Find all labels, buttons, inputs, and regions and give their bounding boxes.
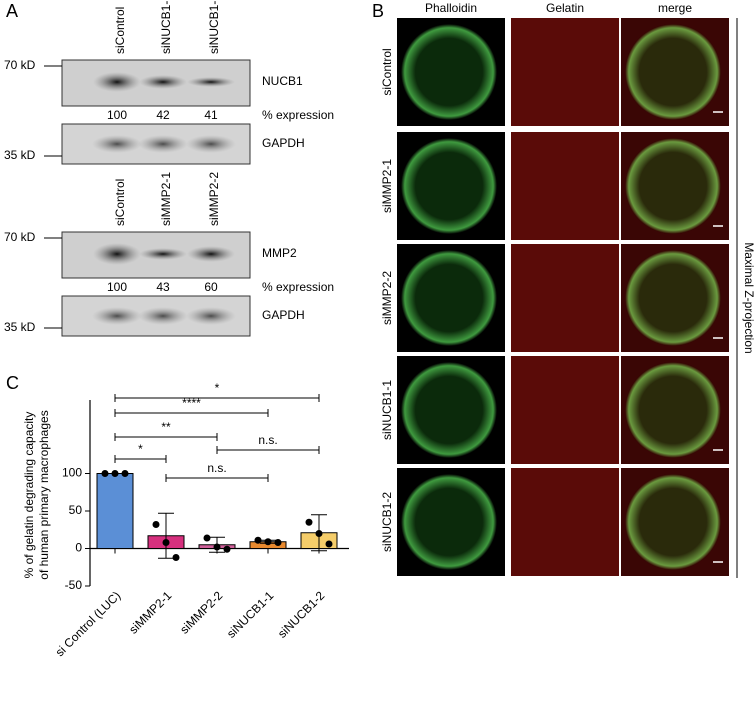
image bbox=[511, 468, 619, 576]
panel-label: A bbox=[6, 1, 18, 21]
band bbox=[92, 307, 142, 325]
expression: 60 bbox=[204, 280, 218, 294]
expression: 100 bbox=[107, 108, 127, 122]
cell bbox=[625, 24, 721, 120]
expression-label: % expression bbox=[262, 108, 334, 122]
band bbox=[138, 307, 188, 325]
lane-label: siNUCB1-2 bbox=[207, 0, 221, 54]
x-tick-label: siMMP2-1 bbox=[126, 588, 174, 636]
band bbox=[138, 135, 188, 153]
lane-label: siControl bbox=[113, 179, 127, 226]
data-point bbox=[213, 543, 221, 551]
significance-label: * bbox=[138, 442, 143, 456]
data-point bbox=[172, 554, 180, 561]
marker: 35 kD bbox=[4, 148, 36, 162]
row-label: siNUCB1-1 bbox=[380, 380, 394, 440]
cell bbox=[625, 474, 721, 570]
band-label: GAPDH bbox=[262, 136, 305, 150]
data-point bbox=[315, 530, 323, 537]
image bbox=[511, 356, 619, 464]
row-label: siControl bbox=[380, 48, 394, 95]
significance-label: * bbox=[215, 381, 220, 395]
data-point bbox=[111, 470, 119, 477]
significance-label: n.s. bbox=[258, 433, 277, 447]
band bbox=[139, 248, 187, 260]
lane-label: siNUCB1-1 bbox=[159, 0, 173, 54]
row-label: siNUCB1-2 bbox=[380, 492, 394, 552]
column-label: Phalloidin bbox=[425, 1, 477, 15]
band bbox=[92, 135, 142, 153]
significance-label: **** bbox=[182, 396, 201, 410]
y-tick-label: 100 bbox=[62, 466, 82, 480]
band bbox=[93, 72, 141, 92]
band bbox=[93, 243, 141, 265]
panel-label: C bbox=[6, 373, 19, 393]
row-label: siMMP2-2 bbox=[380, 271, 394, 325]
y-tick-label: 50 bbox=[69, 503, 83, 517]
cell bbox=[401, 362, 497, 458]
expression: 42 bbox=[156, 108, 170, 122]
x-tick-label: siMMP2-2 bbox=[177, 588, 225, 636]
data-point bbox=[101, 470, 109, 477]
expression: 43 bbox=[156, 280, 170, 294]
band bbox=[187, 246, 235, 262]
y-tick-label: 0 bbox=[75, 541, 82, 555]
cell bbox=[401, 474, 497, 570]
cell bbox=[625, 362, 721, 458]
significance-label: n.s. bbox=[207, 461, 226, 475]
panel-label: B bbox=[372, 1, 384, 21]
image bbox=[511, 244, 619, 352]
column-label: merge bbox=[658, 1, 692, 15]
expression: 100 bbox=[107, 280, 127, 294]
image bbox=[511, 18, 619, 126]
column-label: Gelatin bbox=[546, 1, 584, 15]
band-label: MMP2 bbox=[262, 246, 297, 260]
significance-label: ** bbox=[161, 420, 171, 434]
x-tick-label: si Control (LUC) bbox=[53, 588, 124, 659]
marker: 70 kD bbox=[4, 58, 36, 72]
marker: 70 kD bbox=[4, 230, 36, 244]
lane-label: siMMP2-1 bbox=[159, 172, 173, 226]
marker: 35 kD bbox=[4, 320, 36, 334]
band-label: NUCB1 bbox=[262, 74, 303, 88]
cell bbox=[401, 24, 497, 120]
bar bbox=[96, 473, 134, 549]
data-point bbox=[152, 521, 160, 528]
cell bbox=[625, 138, 721, 234]
x-tick-label: siNUCB1-1 bbox=[224, 588, 277, 641]
band bbox=[139, 75, 187, 89]
data-point bbox=[203, 534, 211, 542]
y-tick-label: -50 bbox=[65, 578, 83, 592]
band-label: GAPDH bbox=[262, 308, 305, 322]
cell bbox=[401, 138, 497, 234]
data-point bbox=[325, 540, 333, 548]
band bbox=[186, 307, 236, 325]
cell bbox=[401, 250, 497, 346]
cell bbox=[625, 250, 721, 346]
band bbox=[187, 77, 235, 87]
data-point bbox=[305, 518, 313, 526]
expression-label: % expression bbox=[262, 280, 334, 294]
x-tick-label: siNUCB1-2 bbox=[275, 588, 328, 641]
data-point bbox=[162, 539, 170, 546]
data-point bbox=[264, 538, 272, 546]
image bbox=[511, 132, 619, 240]
y-axis-label: of human primary macrophages bbox=[37, 410, 51, 579]
data-point bbox=[274, 539, 282, 546]
data-point bbox=[121, 470, 129, 477]
data-point bbox=[223, 545, 231, 553]
data-point bbox=[254, 536, 262, 544]
lane-label: siControl bbox=[113, 7, 127, 54]
side-label: Maximal Z-projection bbox=[742, 242, 755, 353]
expression: 41 bbox=[204, 108, 218, 122]
y-axis-label: % of gelatin degrading capacity bbox=[22, 412, 36, 579]
lane-label: siMMP2-2 bbox=[207, 172, 221, 226]
band bbox=[186, 135, 236, 153]
row-label: siMMP2-1 bbox=[380, 159, 394, 213]
